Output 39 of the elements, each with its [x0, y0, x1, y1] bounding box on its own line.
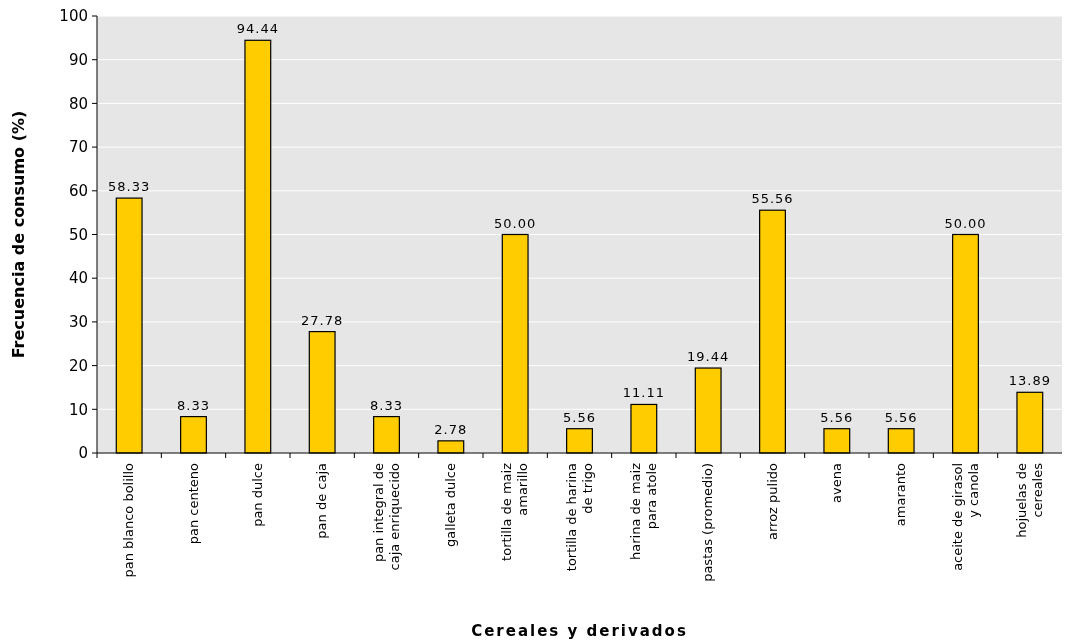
y-tick-label: 10 — [68, 400, 88, 419]
x-tick-label: pan centeno — [185, 462, 201, 545]
y-tick-label: 90 — [68, 50, 88, 69]
y-axis-title: Frecuencia de consumo (%) — [9, 110, 28, 359]
y-tick-label: 70 — [68, 138, 88, 157]
y-tick-label: 50 — [68, 225, 88, 244]
x-axis-title: Cereales y derivados — [471, 622, 688, 640]
y-tick-label: 20 — [68, 356, 88, 375]
data-label: 19.44 — [687, 349, 730, 365]
x-tick-label: galleta dulce — [442, 463, 458, 547]
data-label: 50.00 — [494, 215, 537, 231]
y-tick-label: 40 — [68, 269, 88, 288]
x-tick-label: pan dulce — [249, 463, 265, 527]
y-tick-label: 30 — [68, 313, 88, 332]
data-label: 5.56 — [820, 409, 854, 425]
y-tick-label: 60 — [68, 182, 88, 201]
data-label: 5.56 — [563, 409, 596, 425]
y-tick-label: 100 — [59, 7, 88, 26]
x-tick-label: pastas (promedio) — [700, 463, 716, 582]
data-label: 8.33 — [177, 397, 210, 413]
data-label: 13.89 — [1008, 373, 1051, 389]
data-label: 5.56 — [884, 409, 918, 425]
data-label: 50.00 — [944, 215, 987, 231]
data-label: 8.33 — [370, 397, 403, 413]
x-tick-label: pan de caja — [314, 463, 330, 539]
x-tick-label: aceite de girasol y canola — [949, 463, 981, 571]
data-label: 55.56 — [751, 191, 794, 207]
data-label: 2.78 — [434, 421, 468, 437]
data-label: 94.44 — [236, 21, 279, 37]
x-tick-label: pan blanco bolillo — [121, 462, 137, 578]
x-tick-label: arroz pulido — [764, 462, 780, 540]
x-tick-label: tortilla de maiz amarillo — [499, 462, 531, 561]
data-label: 11.11 — [622, 385, 665, 401]
y-tick-label: 0 — [78, 444, 88, 463]
y-tick-label: 80 — [68, 94, 88, 113]
data-label: 58.33 — [108, 179, 151, 195]
data-label: 27.78 — [301, 312, 344, 328]
x-tick-label: amaranto — [893, 462, 909, 527]
x-tick-label: avena — [828, 463, 844, 503]
